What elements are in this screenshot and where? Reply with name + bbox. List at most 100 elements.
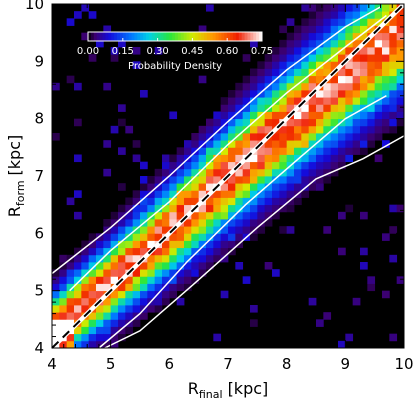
density-cell — [110, 276, 119, 284]
density-cell — [206, 183, 214, 191]
density-cell — [367, 54, 376, 62]
density-cell — [110, 269, 119, 277]
density-cell — [374, 75, 383, 84]
density-cell — [96, 276, 104, 284]
density-cell — [235, 219, 244, 227]
density-cell — [110, 254, 119, 263]
density-cell — [52, 319, 60, 327]
density-cell — [235, 90, 244, 98]
density-cell — [382, 111, 390, 120]
density-cell — [74, 154, 82, 163]
density-cell — [88, 283, 97, 292]
density-cell — [235, 125, 244, 134]
density-cell — [389, 61, 398, 69]
density-cell — [279, 190, 288, 198]
density-cell — [286, 97, 295, 105]
colorbar-segment — [169, 32, 173, 41]
density-cell — [352, 90, 361, 98]
density-cell — [396, 61, 405, 69]
density-cell — [228, 204, 236, 213]
density-cell — [250, 183, 258, 191]
density-cell — [162, 204, 170, 213]
density-cell — [235, 118, 244, 127]
density-cell — [330, 104, 339, 112]
density-cell — [308, 133, 317, 141]
density-cell — [308, 54, 317, 62]
density-cell — [316, 90, 324, 98]
density-cell — [118, 247, 126, 256]
density-cell — [154, 197, 163, 206]
density-cell — [301, 104, 310, 112]
colorbar-segment — [108, 32, 112, 41]
density-cell — [286, 68, 295, 77]
density-cell — [301, 176, 310, 184]
density-cell — [118, 319, 126, 327]
density-cell — [352, 147, 361, 155]
density-cell — [396, 97, 405, 105]
density-cell — [147, 226, 156, 234]
density-cell — [360, 140, 368, 148]
density-cell — [272, 197, 280, 206]
density-cell — [140, 204, 148, 213]
density-cell — [52, 326, 60, 335]
density-cell — [250, 305, 258, 313]
density-cell — [59, 297, 68, 306]
density-cell — [191, 240, 200, 249]
density-cell — [330, 75, 339, 84]
density-cell — [169, 290, 178, 299]
density-cell — [66, 75, 75, 84]
density-cell — [162, 262, 170, 270]
density-cell — [184, 226, 192, 234]
density-cell — [81, 32, 90, 41]
density-cell — [242, 276, 251, 284]
density-cell — [169, 176, 178, 184]
density-cell — [257, 75, 266, 84]
density-cell — [206, 168, 214, 177]
density-cell — [264, 68, 273, 77]
density-cell — [389, 68, 398, 77]
density-cell — [206, 262, 214, 270]
density-cell — [235, 190, 244, 198]
density-cell — [301, 75, 310, 84]
density-cell — [382, 233, 390, 241]
density-cell — [352, 39, 361, 48]
density-cell — [396, 75, 405, 84]
density-cell — [176, 262, 185, 270]
density-cell — [301, 140, 310, 148]
density-cell — [257, 147, 266, 155]
density-cell — [191, 233, 200, 241]
colorbar-segment — [105, 32, 109, 41]
density-cell — [96, 240, 104, 249]
density-cell — [330, 97, 339, 105]
density-cell — [323, 25, 332, 34]
colorbar-segment — [250, 32, 254, 41]
density-cell — [338, 82, 346, 91]
density-cell — [345, 154, 354, 163]
density-cell — [279, 133, 288, 141]
density-cell — [191, 197, 200, 206]
density-cell — [88, 340, 97, 349]
density-cell — [235, 233, 244, 241]
density-cell — [396, 18, 405, 26]
density-cell — [250, 154, 258, 163]
density-cell — [257, 104, 266, 112]
density-cell — [213, 190, 222, 198]
density-cell — [257, 197, 266, 206]
density-cell — [74, 269, 82, 277]
density-cell — [154, 168, 163, 177]
density-cell — [96, 39, 104, 48]
density-cell — [132, 233, 141, 241]
density-cell — [184, 147, 192, 155]
density-cell — [132, 240, 141, 249]
density-cell — [147, 305, 156, 313]
density-cell — [235, 97, 244, 105]
density-cell — [88, 11, 97, 19]
density-cell — [301, 54, 310, 62]
density-cell — [235, 226, 244, 234]
density-cell — [110, 319, 119, 327]
density-cell — [316, 54, 324, 62]
density-cell — [74, 82, 82, 91]
density-cell — [147, 262, 156, 270]
density-cell — [279, 111, 288, 120]
density-cell — [294, 197, 302, 206]
